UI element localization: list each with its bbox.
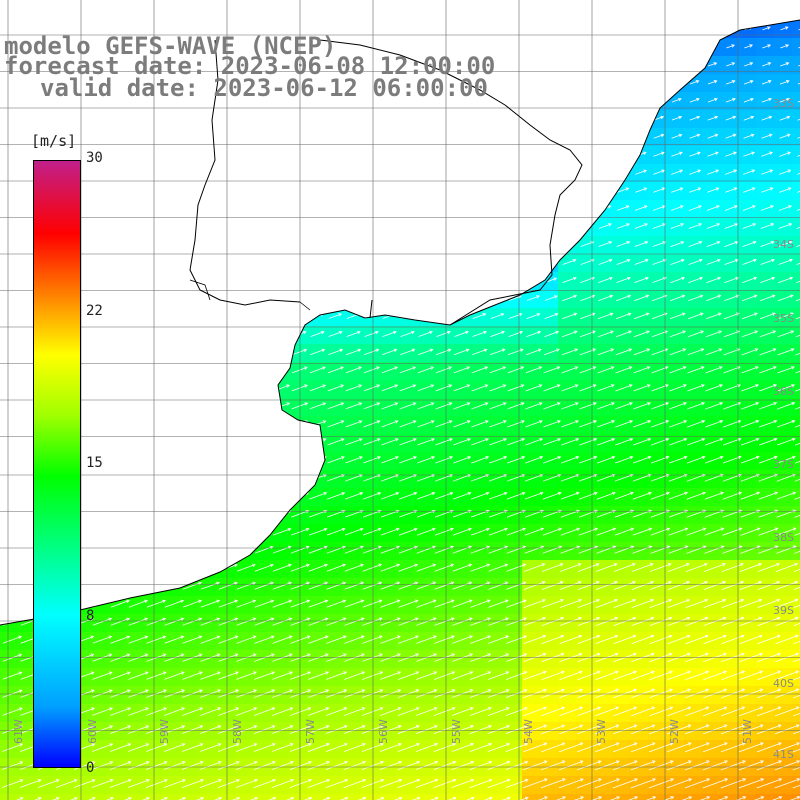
lon-label: 53W (595, 719, 608, 744)
header-model-title: modelo GEFS-WAVE (NCEP) (4, 32, 337, 60)
lat-label: 36S (773, 385, 794, 398)
lon-label: 56W (377, 719, 390, 744)
lon-label: 51W (741, 719, 754, 744)
lon-label: 61W (12, 719, 25, 744)
river-line (189, 279, 311, 311)
lat-label: 41S (773, 748, 794, 761)
header-forecast-date: forecast date: 2023-06-08 12:00:00 (4, 52, 496, 80)
colorbar (33, 160, 81, 768)
border-line (189, 39, 583, 326)
colorbar-tick: 22 (86, 303, 103, 319)
lon-label: 52W (668, 719, 681, 744)
lat-label: 40S (773, 677, 794, 690)
colorbar-unit: [m/s] (31, 132, 77, 150)
lat-label: 38S (773, 531, 794, 544)
colorbar-tick: 0 (86, 760, 95, 776)
lon-label: 57W (304, 719, 317, 744)
lon-label: 59W (158, 719, 171, 744)
lat-label: 39S (773, 604, 794, 617)
colorbar-tick: 30 (86, 150, 103, 166)
lon-label: 60W (86, 719, 99, 744)
lat-label: 33S (773, 97, 794, 110)
lat-label: 35S (773, 312, 794, 325)
lon-label: 55W (450, 719, 463, 744)
header-valid-date: valid date: 2023-06-12 06:00:00 (40, 74, 488, 102)
coastline (0, 19, 800, 626)
lat-label: 34S (773, 238, 794, 251)
lon-label: 54W (522, 719, 535, 744)
lat-label: 37S (773, 458, 794, 471)
lon-label: 58W (231, 719, 244, 744)
colorbar-tick: 15 (86, 455, 103, 471)
colorbar-tick: 8 (86, 608, 95, 624)
